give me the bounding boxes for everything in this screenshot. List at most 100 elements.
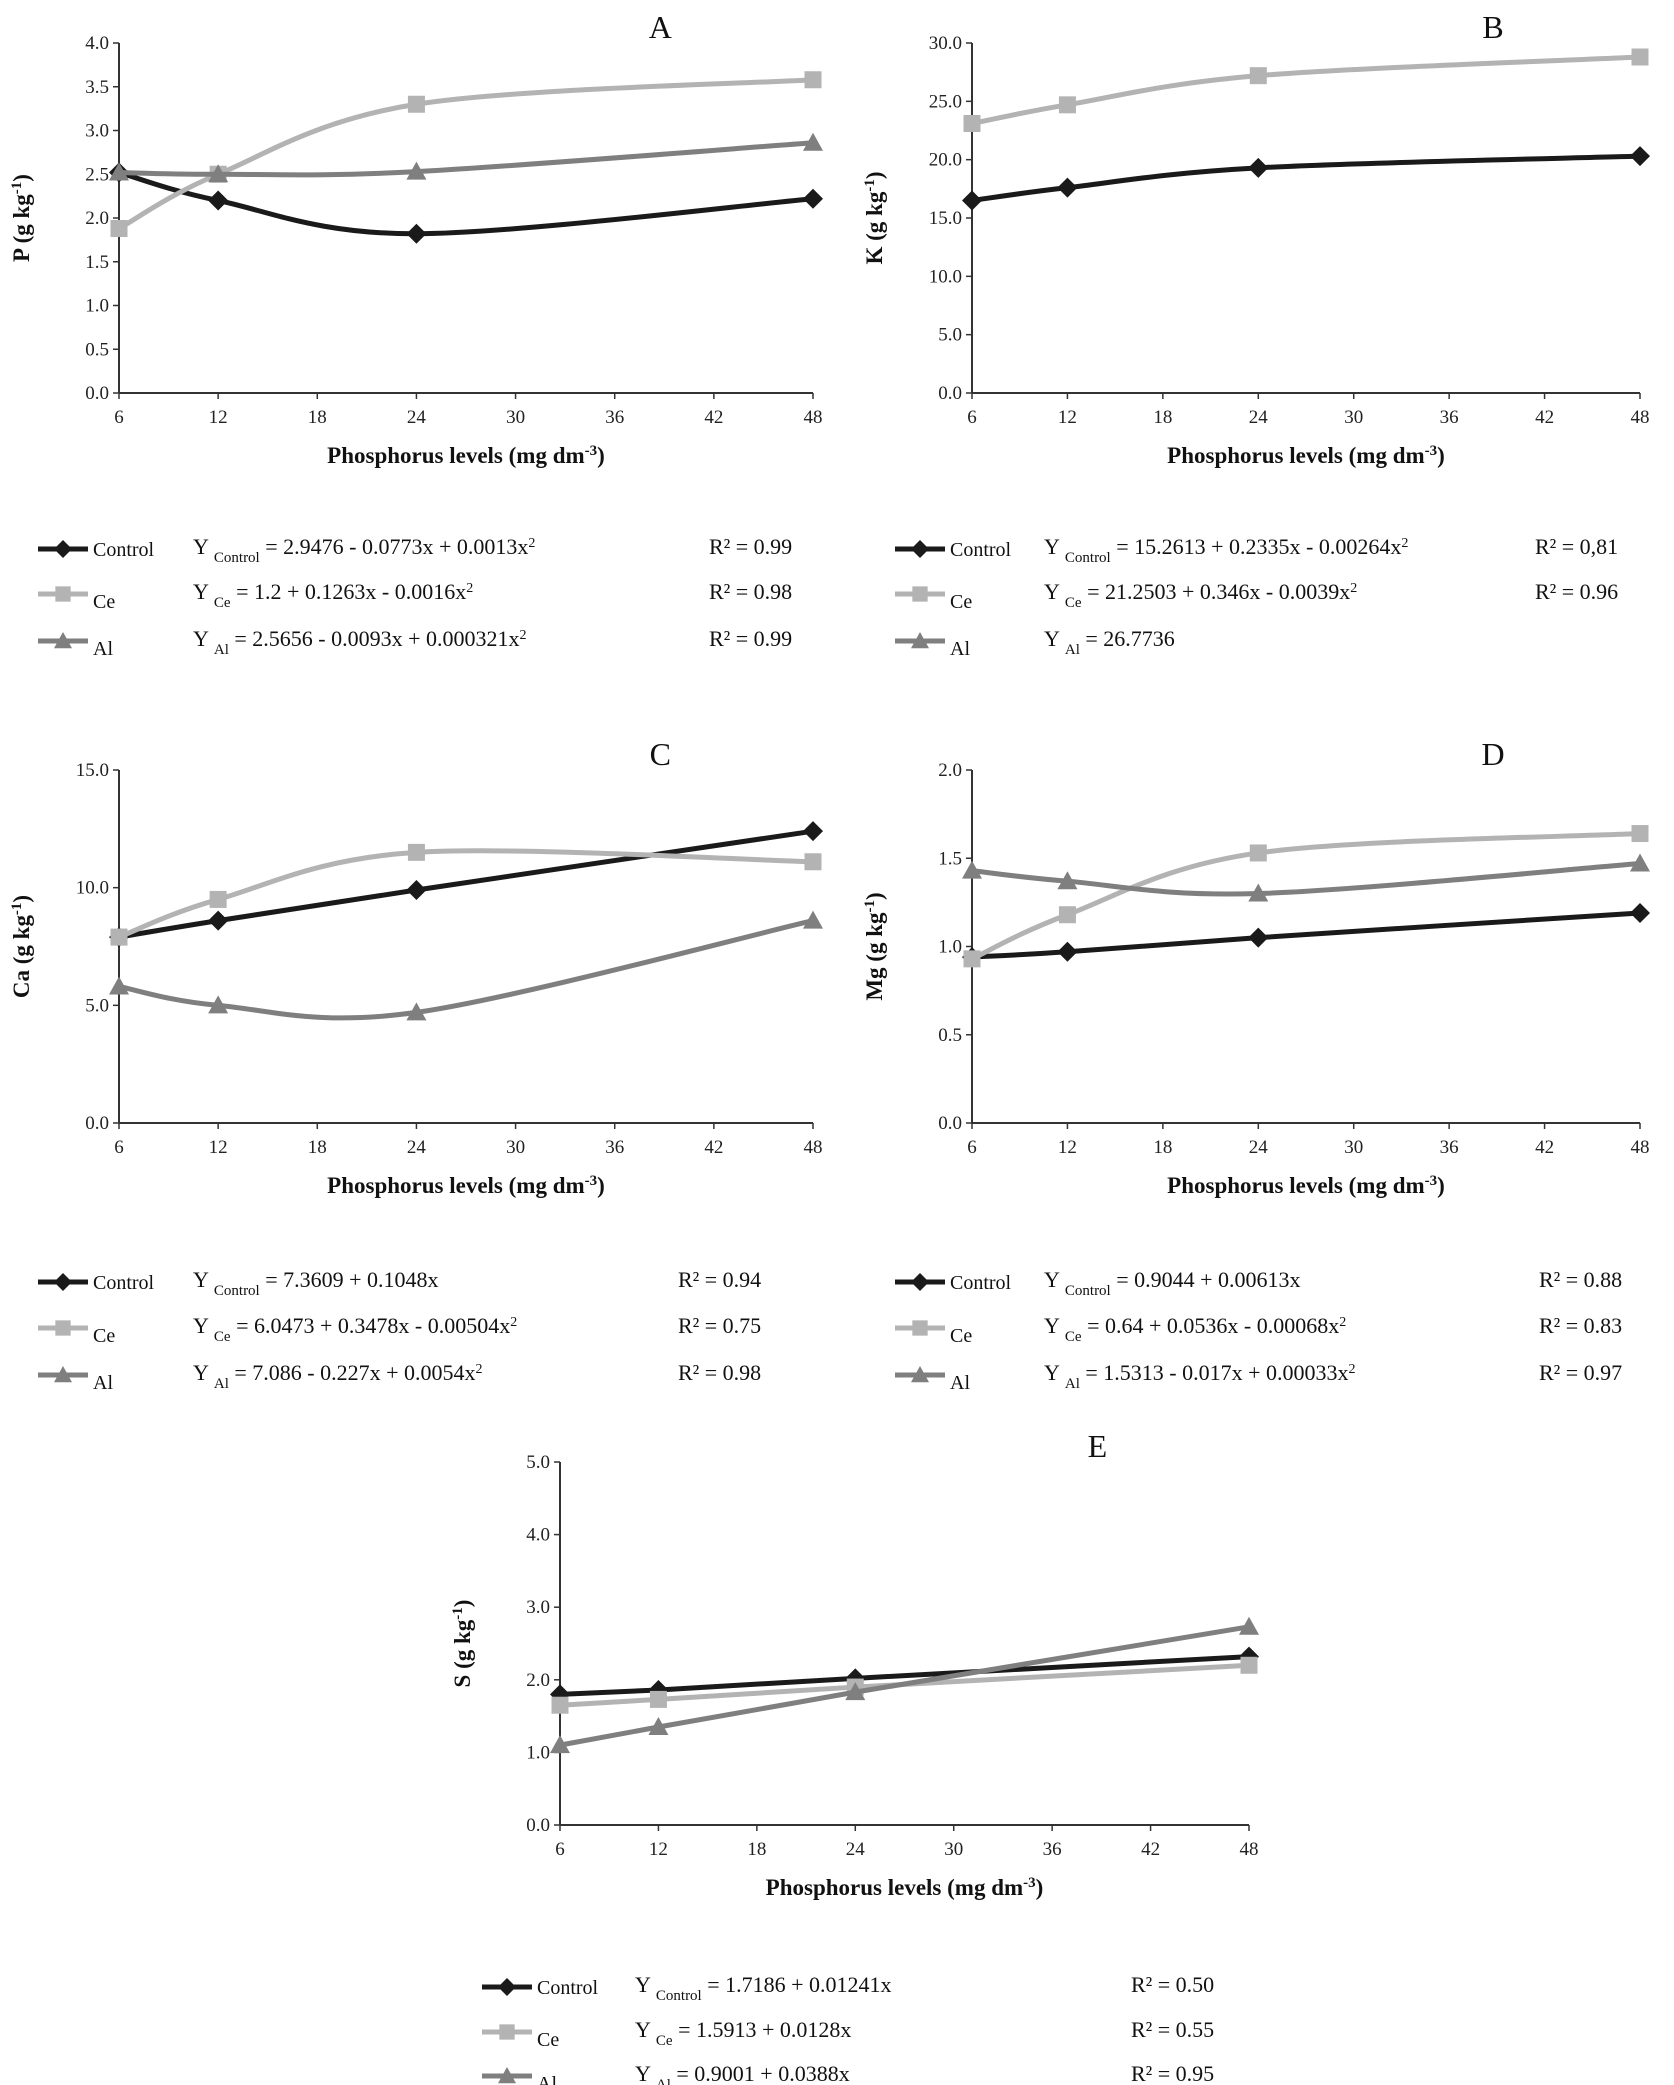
panel-label: E bbox=[1088, 1428, 1108, 1464]
legend-label: Al bbox=[537, 2073, 557, 2085]
equation-y: Y bbox=[193, 1360, 209, 1385]
series-line bbox=[118, 848, 814, 940]
x-tick-label: 12 bbox=[209, 407, 228, 428]
regression-equation: Y Al = 1.5313 - 0.017x + 0.00033x2 bbox=[1044, 1360, 1356, 1392]
equation-subscript: Ce bbox=[1065, 595, 1082, 611]
legend-entry-control: Control Y Control = 0.9044 + 0.00613x R² = … bbox=[895, 1267, 1622, 1299]
x-tick-label: 18 bbox=[308, 407, 327, 428]
legend-label-text: Ce bbox=[93, 1325, 115, 1347]
legend-entry-al: Al Y Al = 0.9001 + 0.0388x R² = 0.95 bbox=[482, 2061, 1214, 2085]
data-point bbox=[1239, 1616, 1259, 1635]
equation-subscript: Al bbox=[214, 642, 229, 658]
axis-title-end: ) bbox=[1437, 1173, 1445, 1198]
data-point bbox=[648, 1716, 669, 1735]
axis-title-text: Phosphorus levels (mg dm bbox=[1167, 443, 1425, 468]
data-point bbox=[845, 1682, 866, 1701]
y-tick-label: 10.0 bbox=[76, 878, 109, 899]
legend-marker-triangle-icon bbox=[498, 2067, 516, 2084]
x-tick-label: 30 bbox=[944, 1839, 963, 1860]
data-point bbox=[804, 71, 822, 89]
data-point bbox=[1058, 906, 1076, 924]
equation-body: = 6.0473 + 0.3478x - 0.00504x bbox=[231, 1313, 511, 1338]
axis-title-end: ) bbox=[597, 443, 605, 468]
y-tick-label: 3.0 bbox=[526, 1597, 550, 1618]
equation-body: = 0.64 + 0.0536x - 0.00068x bbox=[1082, 1313, 1340, 1338]
axis-title-text: Phosphorus levels (mg dm bbox=[1167, 1173, 1425, 1198]
legend-label: Ce bbox=[950, 1325, 972, 1347]
y-tick-label: 10.0 bbox=[929, 266, 962, 287]
chart-b: 0.0 5.0 10.0 15.0 20.0 25.0 30.0 6 12 18 24 30 36 42 4… bbox=[862, 9, 1650, 660]
x-tick-label: 48 bbox=[1631, 1137, 1650, 1158]
equation-superscript: 2 bbox=[1349, 1362, 1356, 1377]
axis-title-text: Phosphorus levels (mg dm bbox=[327, 1173, 585, 1198]
equation-superscript: 2 bbox=[520, 628, 527, 643]
x-tick-label: 24 bbox=[1249, 1137, 1269, 1158]
panel-label: A bbox=[649, 9, 672, 45]
equation-y: Y bbox=[635, 1972, 651, 1997]
legend-marker-diamond-icon bbox=[54, 1273, 72, 1291]
y-tick-label: 0.0 bbox=[85, 1113, 109, 1134]
legend-marker-diamond-icon bbox=[911, 540, 929, 558]
data-point bbox=[406, 161, 427, 180]
legend-label: Ce bbox=[950, 591, 972, 613]
r-squared-text: R² = 0.55 bbox=[1131, 2017, 1214, 2042]
data-point bbox=[406, 880, 427, 901]
equation-y: Y bbox=[1044, 1360, 1060, 1385]
axis-title-end: ) bbox=[597, 1173, 605, 1198]
axis-title-end: ) bbox=[862, 892, 887, 900]
equation-y: Y bbox=[193, 626, 209, 651]
x-tick-label: 36 bbox=[1043, 1839, 1062, 1860]
axis-title-text: Ca (g kg bbox=[9, 915, 34, 999]
equation-superscript: 2 bbox=[466, 581, 473, 596]
axis-title-end: ) bbox=[1437, 443, 1445, 468]
legend-entry-al: Al Y Al = 2.5656 - 0.0093x + 0.000321x2 R² … bbox=[38, 626, 792, 660]
series-al bbox=[109, 910, 823, 1021]
y-tick-label: 1.5 bbox=[85, 252, 109, 273]
x-axis-title: Phosphorus levels (mg dm-3) bbox=[327, 443, 605, 468]
data-point bbox=[1630, 853, 1650, 872]
x-tick-label: 48 bbox=[1240, 1839, 1259, 1860]
x-tick-label: 42 bbox=[704, 1137, 723, 1158]
series-ce bbox=[963, 825, 1649, 968]
r-squared-text: R² = 0,81 bbox=[1535, 534, 1618, 559]
equation-superscript: 2 bbox=[476, 1362, 483, 1377]
equation-subscript: Al bbox=[1065, 642, 1080, 658]
regression-equation: Y Control = 2.9476 - 0.0773x + 0.0013x2 bbox=[193, 534, 535, 566]
x-tick-label: 12 bbox=[1058, 407, 1077, 428]
data-point bbox=[209, 890, 227, 908]
regression-equation: Y Al = 0.9001 + 0.0388x bbox=[635, 2061, 850, 2085]
x-axis-title: Phosphorus levels (mg dm-3) bbox=[327, 1173, 605, 1198]
data-point bbox=[963, 115, 981, 132]
y-tick-label: 5.0 bbox=[938, 325, 962, 346]
r-squared: R² = 0.55 bbox=[1131, 2017, 1214, 2042]
equation-subscript: Control bbox=[1065, 550, 1111, 566]
r-squared-text: R² = 0.96 bbox=[1535, 579, 1618, 604]
panel-label: D bbox=[1481, 736, 1504, 772]
equation-body: = 7.086 - 0.227x + 0.0054x bbox=[229, 1360, 476, 1385]
equation-y: Y bbox=[1044, 1267, 1060, 1292]
series-line bbox=[559, 1624, 1250, 1748]
equation-y: Y bbox=[193, 579, 209, 604]
r-squared: R² = 0.99 bbox=[709, 534, 792, 559]
equation-y: Y bbox=[193, 534, 209, 559]
y-tick-label: 20.0 bbox=[929, 150, 962, 171]
x-tick-label: 48 bbox=[804, 1137, 823, 1158]
series-line bbox=[970, 831, 1641, 962]
axis-title-sup: -1 bbox=[9, 903, 25, 916]
equation-body: = 2.5656 - 0.0093x + 0.000321x bbox=[229, 626, 520, 651]
data-point bbox=[1630, 902, 1650, 923]
x-tick-label: 6 bbox=[555, 1839, 565, 1860]
y-tick-label: 3.0 bbox=[85, 121, 109, 142]
data-point bbox=[550, 1735, 570, 1754]
legend-marker-square-icon bbox=[499, 2024, 515, 2040]
x-tick-label: 36 bbox=[605, 1137, 624, 1158]
equation-y: Y bbox=[1044, 534, 1060, 559]
legend-marker-diamond-icon bbox=[498, 1978, 516, 1996]
axis-title-end: ) bbox=[862, 171, 887, 179]
legend-label-text: Al bbox=[950, 638, 970, 660]
equation-body: = 1.2 + 0.1263x - 0.0016x bbox=[231, 579, 467, 604]
equation-body: = 1.7186 + 0.01241x bbox=[702, 1972, 892, 1997]
data-point bbox=[110, 220, 128, 237]
equation-subscript: Al bbox=[656, 2077, 671, 2085]
axis-title-sup: -3 bbox=[1023, 1875, 1036, 1891]
